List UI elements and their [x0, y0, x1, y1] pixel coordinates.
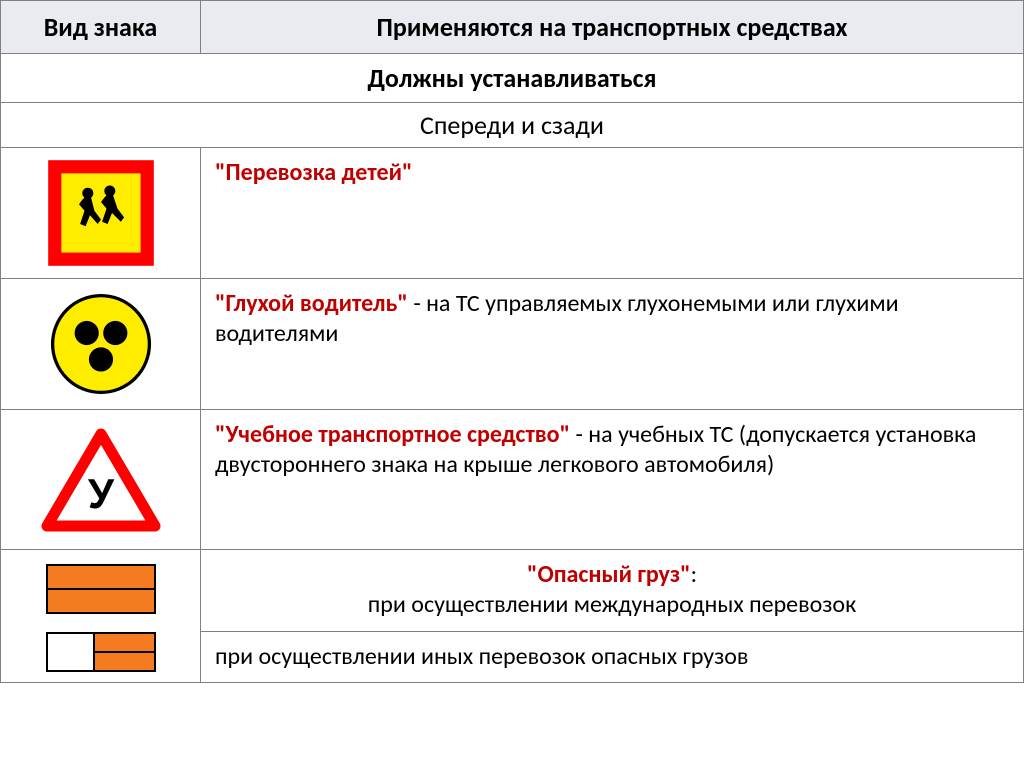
dangerous-goods-domestic-icon: [46, 632, 156, 672]
desc-cell-dangerous-intl: "Опасный груз": при осуществлении междун…: [201, 550, 1024, 632]
sign-name-training: "Учебное транспортное средство": [215, 420, 570, 449]
table-row: "Опасный груз": при осуществлении междун…: [1, 550, 1024, 632]
dangerous-colon: :: [691, 560, 697, 589]
table-row: "Глухой водитель" - на ТС управляемых гл…: [1, 279, 1024, 410]
sign-cell-dangerous: [1, 550, 201, 683]
desc-cell-children: "Перевозка детей": [201, 148, 1024, 279]
subtitle-text: Должны устанавливаться: [1, 54, 1024, 103]
desc-cell-dangerous-other: при осуществлении иных перевозок опасных…: [201, 631, 1024, 682]
placement-text: Спереди и сзади: [1, 103, 1024, 148]
header-row: Вид знака Применяются на транспортных ср…: [1, 1, 1024, 54]
dangerous-line1: при осуществлении международных перевозо…: [368, 590, 856, 619]
sign-name-dangerous: "Опасный груз": [527, 560, 691, 589]
dangerous-goods-intl-icon: [46, 564, 156, 614]
header-usage: Применяются на транспортных средствах: [201, 1, 1024, 54]
sign-cell-deaf: [1, 279, 201, 410]
desc-cell-deaf: "Глухой водитель" - на ТС управляемых гл…: [201, 279, 1024, 410]
subtitle-row: Должны устанавливаться: [1, 54, 1024, 103]
sign-name-children: "Перевозка детей": [215, 158, 413, 187]
sign-cell-training: У: [1, 410, 201, 550]
placement-row: Спереди и сзади: [1, 103, 1024, 148]
table-row: "Перевозка детей": [1, 148, 1024, 279]
table-row: У "Учебное транспортное средство" - на у…: [1, 410, 1024, 550]
header-sign-type: Вид знака: [1, 1, 201, 54]
deaf-driver-icon: [46, 289, 156, 399]
svg-text:У: У: [87, 470, 114, 517]
training-vehicle-icon: У: [41, 425, 161, 535]
dangerous-line2: при осуществлении иных перевозок опасных…: [215, 642, 748, 671]
desc-cell-training: "Учебное транспортное средство" - на уче…: [201, 410, 1024, 550]
sign-cell-children: [1, 148, 201, 279]
children-transport-icon: [46, 158, 156, 268]
sign-name-deaf: "Глухой водитель": [215, 289, 408, 318]
signs-table: Вид знака Применяются на транспортных ср…: [0, 0, 1024, 683]
